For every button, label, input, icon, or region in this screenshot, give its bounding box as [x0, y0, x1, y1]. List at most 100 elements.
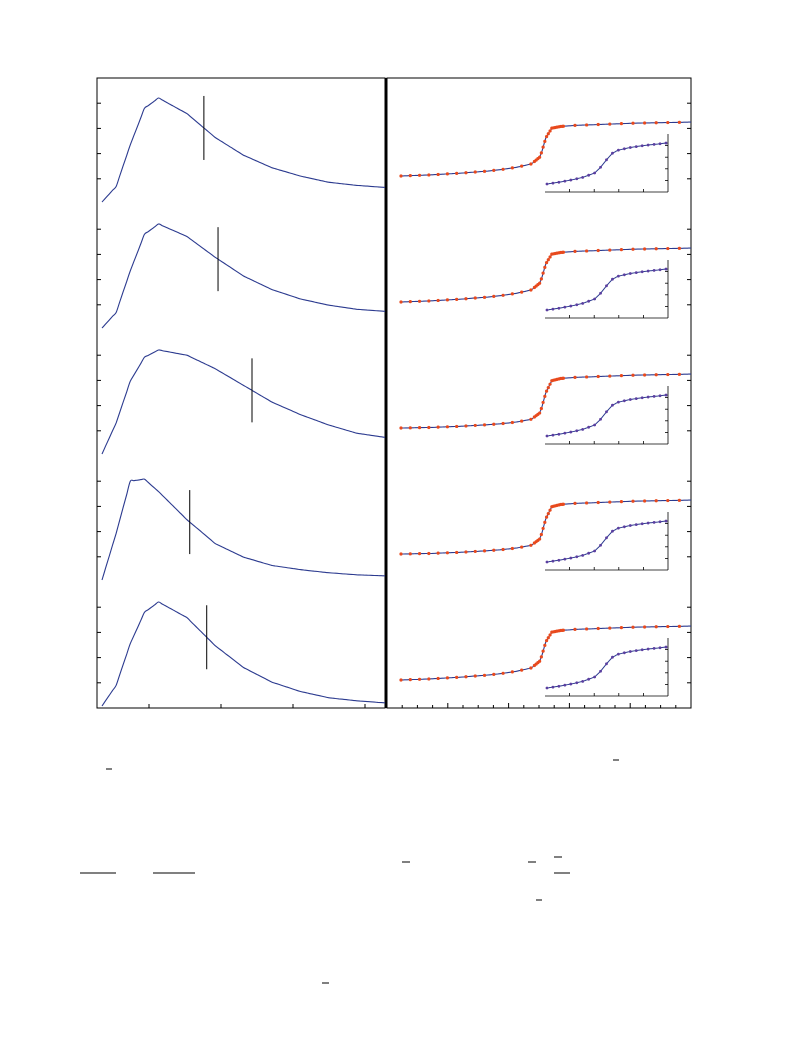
right-data-point [608, 500, 612, 504]
right-data-point [561, 502, 566, 506]
inset-data-point [569, 556, 573, 560]
right-data-point [445, 172, 449, 176]
right-data-point [529, 543, 533, 547]
inset-data-point [617, 652, 620, 656]
right-data-point [529, 288, 533, 292]
inset-data-point [551, 559, 555, 563]
right-data-point [546, 512, 550, 516]
right-data-point [501, 293, 505, 297]
right-data-point [538, 411, 542, 415]
right-data-point [492, 422, 496, 426]
inset-data-point [575, 177, 579, 181]
inset-data-point [640, 396, 644, 400]
inset-data-point [646, 269, 650, 273]
right-data-point [585, 123, 589, 127]
inset-data-point [563, 431, 567, 435]
inset-data-point [593, 171, 596, 175]
right-data-point [520, 164, 524, 168]
right-data-point [608, 626, 612, 630]
inset-data-point [646, 647, 650, 651]
right-data-point [546, 258, 550, 262]
right-data-point [548, 382, 552, 386]
right-data-point [399, 678, 403, 682]
inset-data-point [557, 180, 561, 184]
right-data-point [538, 659, 542, 663]
inset-data-point [652, 143, 656, 146]
right-data-point [408, 678, 412, 682]
inset-data-point [551, 685, 555, 689]
right-data-point [445, 298, 449, 302]
right-data-point [548, 508, 552, 512]
right-data-point [539, 532, 543, 537]
inset-data-point [652, 647, 656, 650]
right-data-point [619, 122, 624, 126]
left-series-line [101, 349, 386, 455]
right-data-point [427, 551, 431, 556]
left-series-line [101, 478, 386, 581]
right-data-point [608, 248, 612, 252]
inset-data-point [664, 393, 668, 397]
inset-data-point [628, 650, 632, 653]
right-data-point [619, 374, 624, 378]
right-data-point [538, 537, 542, 541]
right-data-point [445, 551, 449, 555]
right-data-point [544, 260, 549, 265]
right-data-point [482, 169, 487, 173]
inset-data-point [634, 649, 638, 652]
inset-data-point [545, 434, 549, 438]
right-data-point [539, 151, 543, 155]
right-data-point [473, 296, 477, 300]
inset-data-point [652, 395, 656, 398]
inset-series-line [546, 394, 667, 437]
right-data-point [544, 638, 549, 643]
right-data-point [529, 417, 533, 421]
right-data-point [596, 500, 600, 505]
right-data-point [482, 673, 487, 677]
right-data-point [399, 174, 403, 178]
right-data-point [417, 299, 422, 303]
right-data-point [510, 292, 514, 296]
right-data-point [608, 122, 612, 126]
right-data-point [677, 120, 682, 124]
right-data-point [654, 121, 658, 125]
inset-data-point [611, 277, 614, 281]
right-data-point [543, 643, 547, 647]
right-data-point [666, 246, 670, 251]
right-data-point [492, 294, 496, 298]
right-data-point [585, 627, 589, 631]
right-data-point [643, 499, 647, 503]
inset-data-point [658, 394, 662, 398]
right-data-point [464, 424, 468, 428]
right-data-point [548, 129, 552, 133]
right-data-point [455, 297, 459, 301]
right-data-point [482, 295, 487, 299]
inset-data-point [658, 520, 662, 524]
inset-data-point [646, 521, 650, 525]
right-data-point [501, 671, 505, 675]
inset-data-point [563, 179, 567, 183]
inset-data-point [563, 683, 567, 687]
right-data-point [677, 246, 682, 250]
inset-data-point [599, 417, 602, 421]
right-data-point [539, 655, 543, 659]
right-data-point [427, 677, 431, 681]
inset-data-point [557, 306, 561, 310]
inset-data-point [581, 680, 585, 683]
right-data-point [417, 173, 422, 177]
right-data-point [539, 277, 543, 281]
inset-data-point [593, 297, 596, 301]
inset-data-point [599, 165, 602, 169]
right-data-point [631, 499, 635, 503]
right-data-point [464, 171, 468, 175]
right-data-point [455, 675, 459, 679]
right-data-point [619, 626, 624, 630]
inset-data-point [640, 144, 644, 148]
right-data-point [501, 167, 505, 171]
inset-data-point [658, 646, 662, 650]
right-data-point [666, 498, 670, 503]
right-data-point [654, 373, 658, 377]
inset-data-point [587, 173, 591, 177]
right-data-point [427, 173, 431, 177]
right-data-point [544, 389, 549, 393]
